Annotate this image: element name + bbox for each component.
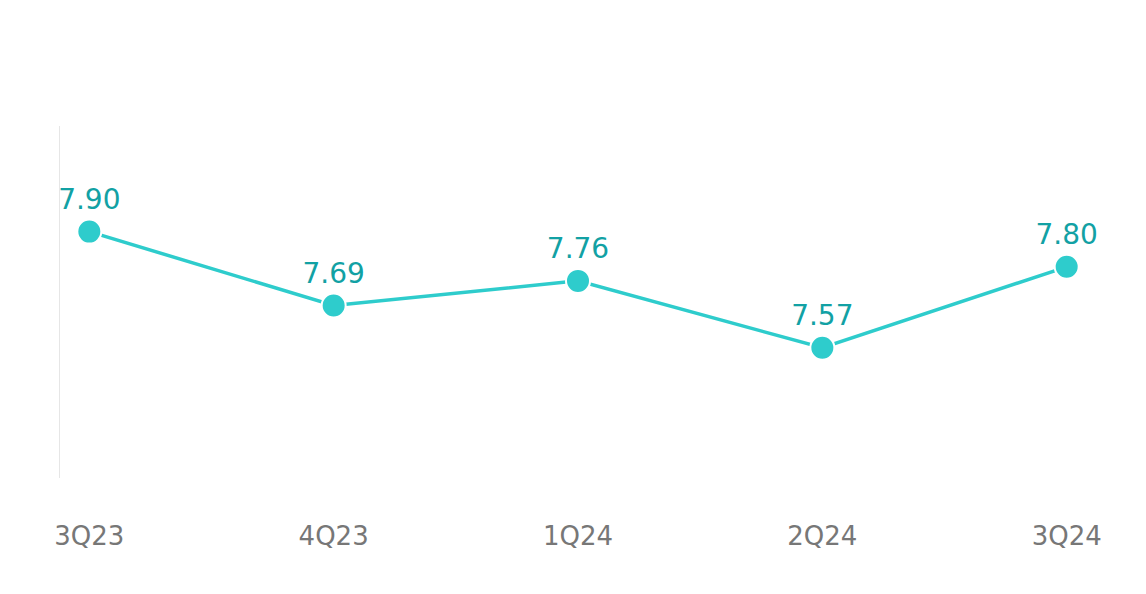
svg-text:3Q23: 3Q23 <box>54 521 124 551</box>
svg-text:7.76: 7.76 <box>547 232 609 265</box>
svg-text:2Q24: 2Q24 <box>787 521 857 551</box>
svg-text:7.57: 7.57 <box>791 299 853 332</box>
svg-text:7.80: 7.80 <box>1036 218 1098 251</box>
svg-text:1Q24: 1Q24 <box>543 521 613 551</box>
svg-text:7.90: 7.90 <box>58 183 120 216</box>
svg-text:3Q24: 3Q24 <box>1032 521 1102 551</box>
svg-text:4Q23: 4Q23 <box>299 521 369 551</box>
svg-text:7.69: 7.69 <box>302 257 364 290</box>
